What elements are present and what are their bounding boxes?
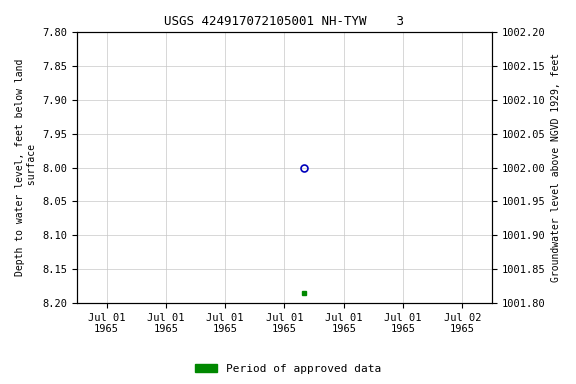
Title: USGS 424917072105001 NH-TYW    3: USGS 424917072105001 NH-TYW 3 (164, 15, 404, 28)
Legend: Period of approved data: Period of approved data (191, 359, 385, 379)
Y-axis label: Depth to water level, feet below land
 surface: Depth to water level, feet below land su… (15, 59, 37, 276)
Y-axis label: Groundwater level above NGVD 1929, feet: Groundwater level above NGVD 1929, feet (551, 53, 561, 282)
